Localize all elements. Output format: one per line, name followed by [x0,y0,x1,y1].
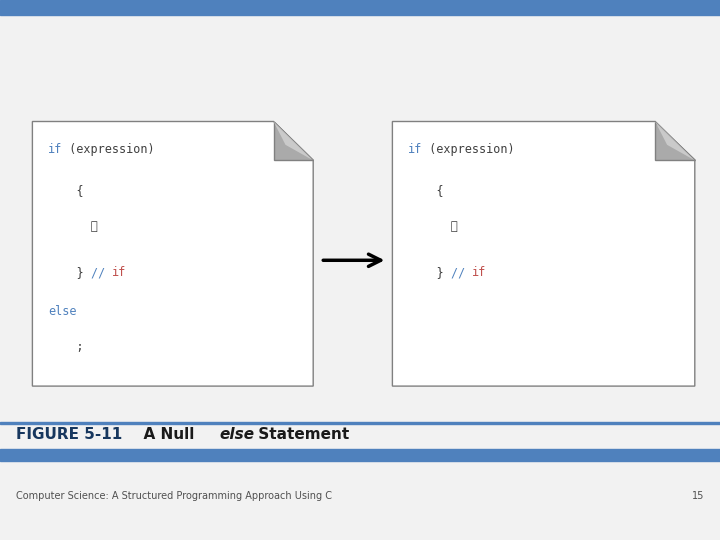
Text: {: { [48,184,84,197]
Polygon shape [274,122,313,160]
Text: Computer Science: A Structured Programming Approach Using C: Computer Science: A Structured Programmi… [16,491,332,502]
Polygon shape [392,122,695,386]
Text: //: // [91,266,112,279]
Text: if: if [48,143,63,156]
Text: ⋮: ⋮ [408,220,458,233]
Bar [0,422,720,424]
Text: else: else [220,427,255,442]
Text: //: // [451,266,472,279]
Text: if: if [408,143,423,156]
Text: ;: ; [48,340,84,353]
Text: else: else [48,305,77,318]
Bar [0,449,720,461]
Polygon shape [655,122,695,160]
Text: }: } [48,266,91,279]
Text: FIGURE 5-11: FIGURE 5-11 [16,427,122,442]
Polygon shape [655,122,695,160]
Text: (expression): (expression) [63,143,155,156]
Text: }: } [408,266,451,279]
Text: {: { [408,184,444,197]
Text: 15: 15 [692,491,704,502]
Polygon shape [274,122,313,160]
Text: if: if [112,266,126,279]
Text: (expression): (expression) [423,143,515,156]
Text: if: if [472,266,486,279]
Text: A Null: A Null [133,427,200,442]
Text: ⋮: ⋮ [48,220,98,233]
Polygon shape [32,122,313,386]
Text: Statement: Statement [253,427,350,442]
Bar [0,0,720,15]
